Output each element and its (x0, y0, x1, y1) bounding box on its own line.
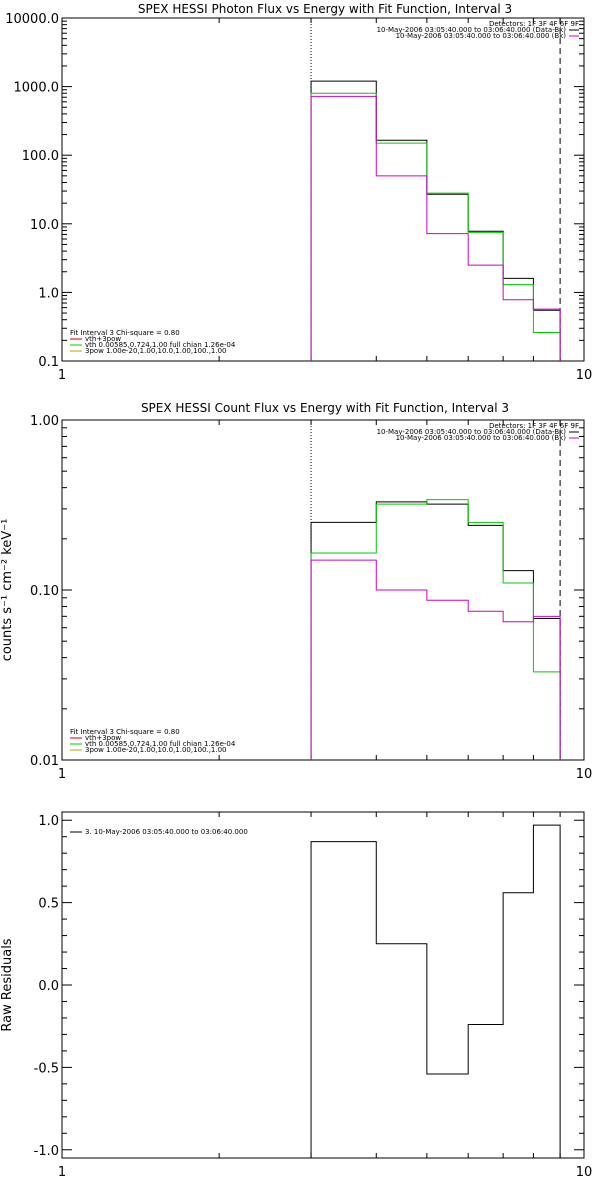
panel-3-series (310, 824, 561, 1158)
panel-2-series (310, 420, 561, 760)
legend-bottom-entry: 3pow 1.00e-20,1.00,10.0,1.00,100.,1.00 (85, 347, 227, 355)
legend-top-entry: Detectors: 1F 3F 4F 6F 9F (489, 20, 579, 28)
panel-2-ylabel: counts s⁻¹ cm⁻² keV⁻¹ (0, 519, 15, 662)
y-tick-label: 1.00 (30, 414, 59, 429)
x-tick-label: 10 (576, 368, 593, 383)
panel-1-axes: 1 10 0.1 1.0 10.0 100.0 1000.0 10000.0 (5, 12, 592, 383)
panel-residuals: Raw Residuals 1 10 -1.0 -0.5 0.0 0.5 1.0 3. 10… (0, 811, 593, 1180)
legend-bottom-entry: Fit Interval 3 Chi-square = 0.80 (70, 329, 180, 337)
x-tick-label: 1 (58, 1165, 66, 1180)
legend-top-entry: 10-May-2006 03:05:40.000 to 03:06:40.000… (396, 32, 567, 40)
panel-1-frame (61, 17, 585, 362)
series-0-step-line (310, 824, 561, 1158)
panel-3-ylabel: Raw Residuals (0, 938, 15, 1031)
panel-2-frame (61, 419, 585, 761)
panel-1-title: SPEX HESSI Photon Flux vs Energy with Fi… (138, 2, 512, 16)
y-tick-label: 10.0 (30, 218, 59, 233)
y-tick-label: 10000.0 (5, 12, 59, 27)
panel-3-frame (61, 811, 585, 1159)
y-tick-label: -0.5 (34, 1061, 59, 1076)
legend-top-entry: 10-May-2006 03:05:40.000 to 03:06:40.000… (396, 434, 567, 442)
legend-top-entry: 10-May-2006 03:05:40.000 to 03:06:40.000… (377, 26, 567, 34)
legend-bottom-entry: vth+3pow (85, 335, 121, 343)
y-tick-label: -1.0 (34, 1144, 59, 1159)
y-tick-label: 0.01 (30, 754, 59, 769)
legend-top-entry: 3. 10-May-2006 03:05:40.000 to 03:06:40.… (85, 828, 248, 836)
panel-3-axes: 1 10 -1.0 -0.5 0.0 0.5 1.0 (34, 812, 593, 1180)
panel-count-flux: SPEX HESSI Count Flux vs Energy with Fit… (0, 401, 592, 782)
series-1-step-line (310, 92, 561, 361)
y-tick-label: 1.0 (38, 286, 59, 301)
legend-top-entry: Detectors: 1F 3F 4F 6F 9F (489, 422, 579, 430)
legend-bottom-entry: vth 0.00585,0.724,1.00 full chian 1.26e-… (85, 740, 236, 748)
panel-photon-flux: SPEX HESSI Photon Flux vs Energy with Fi… (5, 2, 592, 383)
panel-3-legend: 3. 10-May-2006 03:05:40.000 to 03:06:40.… (70, 828, 248, 836)
series-1-step-line (310, 499, 561, 760)
y-tick-label: 1.0 (38, 814, 59, 829)
legend-bottom-entry: 3pow 1.00e-20,1.00,10.0,1.00,100.,1.00 (85, 746, 227, 754)
y-tick-label: 0.10 (30, 584, 59, 599)
legend-bottom-entry: vth+3pow (85, 734, 121, 742)
x-tick-label: 1 (58, 767, 66, 782)
x-tick-label: 10 (576, 1165, 593, 1180)
y-tick-label: 0.0 (38, 979, 59, 994)
x-tick-label: 1 (58, 368, 66, 383)
series-0-step-line (310, 501, 561, 760)
panel-2-title: SPEX HESSI Count Flux vs Energy with Fit… (141, 401, 509, 415)
series-2-step-line (310, 95, 561, 361)
legend-bottom-entry: vth 0.00585,0.724,1.00 full chian 1.26e-… (85, 341, 236, 349)
y-tick-label: 0.1 (38, 355, 59, 370)
series-2-step-line (310, 559, 561, 760)
y-tick-label: 1000.0 (14, 81, 60, 96)
panel-1-series (310, 18, 561, 361)
legend-top-entry: 10-May-2006 03:05:40.000 to 03:06:40.000… (377, 428, 567, 436)
series-0-step-line (310, 80, 561, 361)
y-tick-label: 0.5 (38, 897, 59, 912)
y-tick-label: 100.0 (22, 149, 59, 164)
x-tick-label: 10 (576, 767, 593, 782)
legend-bottom-entry: Fit Interval 3 Chi-square = 0.80 (70, 728, 180, 736)
